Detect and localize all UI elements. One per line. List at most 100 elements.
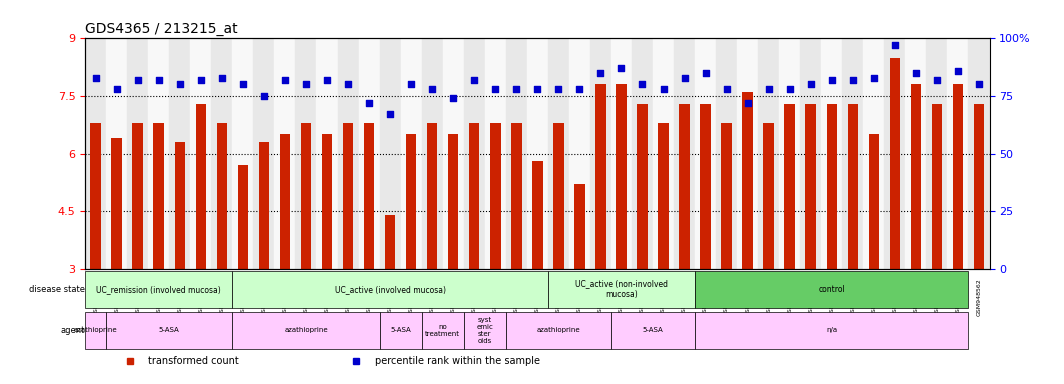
Bar: [405, 134, 416, 269]
Text: azathioprine: azathioprine: [284, 327, 328, 333]
FancyBboxPatch shape: [548, 271, 695, 308]
Bar: [589, 38, 611, 269]
Bar: [848, 104, 858, 269]
Point: [886, 42, 903, 48]
FancyBboxPatch shape: [695, 271, 968, 308]
Bar: [659, 123, 669, 269]
Bar: [217, 123, 227, 269]
Bar: [659, 123, 669, 269]
Point: [634, 81, 651, 88]
Bar: [469, 123, 480, 269]
Bar: [616, 84, 627, 269]
Bar: [364, 123, 375, 269]
Point: [277, 77, 294, 83]
Point: [318, 77, 335, 83]
Point: [824, 77, 841, 83]
Bar: [827, 104, 837, 269]
Point: [213, 74, 230, 81]
Bar: [253, 38, 275, 269]
Bar: [800, 38, 821, 269]
Bar: [532, 161, 543, 269]
Bar: [448, 134, 459, 269]
Bar: [532, 161, 543, 269]
Bar: [427, 123, 437, 269]
Bar: [385, 215, 396, 269]
Point: [529, 86, 546, 92]
Bar: [821, 38, 843, 269]
Bar: [174, 142, 185, 269]
Bar: [716, 38, 737, 269]
Bar: [952, 84, 963, 269]
Point: [109, 86, 126, 92]
Bar: [132, 123, 143, 269]
Point: [676, 74, 693, 81]
FancyBboxPatch shape: [85, 312, 106, 349]
Bar: [764, 123, 774, 269]
Bar: [427, 123, 437, 269]
Bar: [974, 104, 984, 269]
Bar: [128, 38, 148, 269]
Bar: [448, 134, 459, 269]
Bar: [169, 38, 190, 269]
Bar: [679, 104, 689, 269]
Bar: [148, 38, 169, 269]
Point: [613, 65, 630, 71]
Bar: [132, 123, 143, 269]
Bar: [843, 38, 863, 269]
FancyBboxPatch shape: [421, 312, 464, 349]
Bar: [385, 215, 396, 269]
Bar: [905, 38, 927, 269]
Bar: [927, 38, 947, 269]
Bar: [112, 138, 122, 269]
Bar: [527, 38, 548, 269]
Bar: [491, 123, 500, 269]
Text: UC_active (involved mucosa): UC_active (involved mucosa): [334, 285, 446, 294]
Point: [571, 86, 588, 92]
Bar: [280, 134, 290, 269]
Text: 5-ASA: 5-ASA: [390, 327, 411, 333]
Bar: [653, 38, 674, 269]
FancyBboxPatch shape: [106, 312, 232, 349]
Bar: [932, 104, 943, 269]
Bar: [301, 123, 311, 269]
Bar: [359, 38, 380, 269]
Bar: [343, 123, 353, 269]
Bar: [505, 38, 527, 269]
Bar: [85, 38, 106, 269]
Bar: [259, 142, 269, 269]
Bar: [491, 123, 500, 269]
Point: [655, 86, 672, 92]
Text: UC_remission (involved mucosa): UC_remission (involved mucosa): [97, 285, 221, 294]
Bar: [695, 38, 716, 269]
Bar: [721, 123, 732, 269]
Bar: [153, 123, 164, 269]
Point: [949, 68, 966, 74]
Bar: [196, 104, 206, 269]
Bar: [443, 38, 464, 269]
Bar: [637, 104, 648, 269]
Bar: [721, 123, 732, 269]
Point: [445, 95, 462, 101]
FancyBboxPatch shape: [232, 271, 548, 308]
Point: [234, 81, 251, 88]
Bar: [737, 38, 759, 269]
Bar: [316, 38, 337, 269]
Point: [865, 74, 882, 81]
Bar: [569, 38, 589, 269]
Bar: [337, 38, 359, 269]
Bar: [827, 104, 837, 269]
Bar: [848, 104, 858, 269]
Bar: [911, 84, 921, 269]
Text: 5-ASA: 5-ASA: [643, 327, 663, 333]
Bar: [112, 138, 122, 269]
Point: [739, 100, 757, 106]
Bar: [275, 38, 296, 269]
Bar: [868, 134, 879, 269]
Point: [929, 77, 946, 83]
Text: UC_active (non-involved
mucosa): UC_active (non-involved mucosa): [575, 280, 668, 299]
Text: transformed count: transformed count: [149, 356, 239, 366]
Bar: [575, 184, 584, 269]
Bar: [237, 165, 248, 269]
Text: 5-ASA: 5-ASA: [159, 327, 180, 333]
Point: [382, 111, 399, 118]
